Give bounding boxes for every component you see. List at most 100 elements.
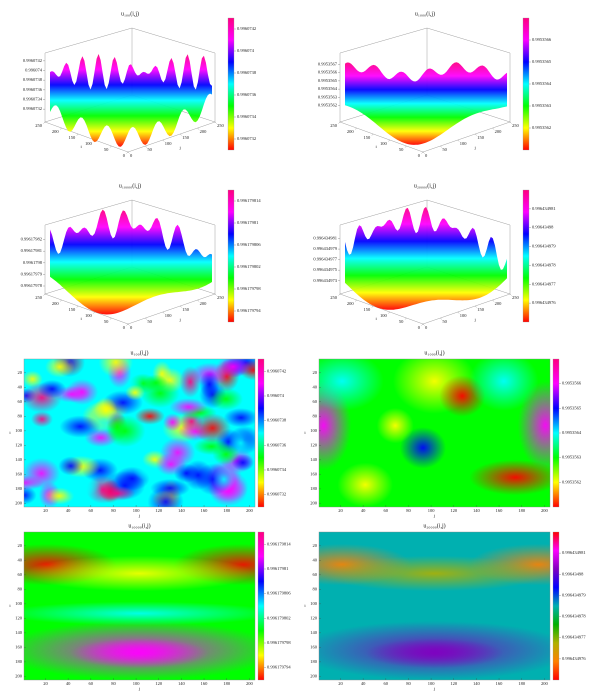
colorbar-tick-label: 0.9960738: [237, 70, 257, 75]
x-tick-label: 150: [477, 135, 485, 140]
chart-title: u₁₀₀₀₀(i,j): [119, 182, 141, 189]
x-tick-label: 80: [406, 681, 411, 686]
heat-blob: [70, 638, 209, 669]
y-tick-label: 200: [52, 301, 60, 306]
colorbar-tick-label: 0.996179814: [267, 541, 291, 546]
y-tick-label: 160: [15, 471, 23, 476]
y-tick-label: 100: [85, 141, 93, 146]
y-tick: [338, 293, 341, 296]
x-tick: [162, 311, 165, 314]
x-axis-label: j: [138, 686, 140, 691]
heat-blob: [24, 474, 44, 491]
y-axis-label: i: [81, 144, 83, 149]
x-tick-label: 0: [130, 325, 133, 330]
y-tick: [421, 323, 424, 326]
x-tick: [127, 151, 130, 154]
heat-blob: [162, 413, 183, 432]
y-tick-label: 150: [68, 307, 76, 312]
y-tick-label: 100: [85, 313, 93, 318]
colorbar-tick-label: 0.99617981: [237, 220, 258, 225]
x-tick: [440, 317, 443, 320]
y-tick-label: 200: [310, 673, 318, 678]
heat-blob: [58, 456, 84, 476]
heat-blob: [399, 427, 447, 469]
x-tick: [422, 323, 425, 326]
colorbar-tick-label: 0.996179806: [237, 242, 261, 247]
y-tick-label: 0: [418, 153, 421, 158]
x-tick-label: 20: [338, 508, 343, 513]
x-tick-label: 180: [518, 681, 526, 686]
heat-blob: [24, 555, 255, 592]
x-tick-label: 60: [89, 681, 94, 686]
x-tick-label: 180: [223, 508, 231, 513]
chart-title: u₁₀₀(i,j): [130, 349, 148, 356]
y-tick-label: 50: [104, 319, 109, 324]
x-tick-label: 150: [182, 307, 190, 312]
colorbar-tick-label: 0.9960736: [237, 92, 257, 97]
heat-blob: [183, 460, 214, 491]
y-axis-label: i: [9, 603, 11, 608]
y-tick-label: 40: [313, 384, 318, 389]
y-tick-label: 120: [15, 442, 23, 447]
colorbar-tick-label: 0.996179814: [237, 198, 261, 203]
x-tick-label: 50: [147, 147, 152, 152]
y-tick-label: 50: [399, 147, 404, 152]
colorbar-tick-label: 0.9960736: [267, 442, 287, 447]
y-tick: [388, 311, 390, 314]
heat-blob: [199, 370, 220, 399]
surface: [345, 206, 507, 310]
y-tick-label: 20: [18, 370, 23, 375]
x-tick-label: 40: [361, 681, 366, 686]
surface: [50, 209, 212, 315]
z-tick-label: 0.9953565: [318, 78, 338, 83]
colorbar-tick-label: 0.996434979: [562, 592, 586, 597]
x-axis-label: j: [474, 145, 476, 150]
y-tick: [388, 139, 390, 142]
colorbar-tick-label: 0.9953563: [532, 103, 552, 108]
x-tick-label: 100: [165, 313, 173, 318]
heat-blob: [63, 476, 102, 503]
heat-blob: [125, 384, 145, 401]
y-tick-label: 60: [313, 572, 318, 577]
z-tick-label: 0.9961798: [23, 260, 43, 265]
heat-blob: [469, 459, 550, 496]
colorbar: [522, 17, 530, 151]
y-tick-label: 0: [123, 153, 126, 158]
x-tick-label: 200: [495, 301, 503, 306]
z-tick-label: 0.996434981: [313, 236, 337, 241]
y-tick-label: 120: [310, 442, 318, 447]
colorbar-tick-label: 0.996179802: [267, 615, 291, 620]
y-tick-label: 60: [18, 399, 23, 404]
heat-blob: [469, 359, 539, 411]
chart-title: u₁₀₀₀₀(i,j): [128, 522, 150, 529]
y-tick: [43, 121, 46, 124]
y-tick-label: 140: [310, 457, 318, 462]
y-tick-label: 50: [104, 147, 109, 152]
z-tick-label: 0.99617981: [21, 248, 42, 253]
y-tick-label: 100: [380, 313, 388, 318]
colorbar-tick-label: 0.996434977: [532, 281, 556, 286]
y-tick-label: 140: [15, 630, 23, 635]
z-tick-label: 0.9960736: [23, 87, 43, 92]
plot-frame: [23, 531, 256, 681]
chart-title: u₂₀₀₀₀(i,j): [414, 182, 436, 189]
colorbar: [552, 358, 560, 508]
heat-blob: [365, 638, 504, 669]
y-tick: [43, 293, 46, 296]
y-tick: [371, 305, 374, 308]
x-tick-label: 0: [130, 153, 133, 158]
colorbar-tick-label: 0.9953562: [532, 125, 551, 130]
chart-title: u₁₀₀(i,j): [121, 10, 139, 17]
x-axis-label: j: [138, 513, 140, 518]
heat-blob: [106, 411, 128, 442]
y-tick-label: 20: [313, 370, 318, 375]
x-tick-label: 80: [406, 508, 411, 513]
heat-blob: [147, 485, 184, 507]
x-tick-label: 160: [201, 508, 209, 513]
x-tick-label: 120: [450, 681, 458, 686]
x-tick-label: 100: [165, 141, 173, 146]
y-tick: [404, 145, 407, 148]
x-tick-label: 50: [147, 319, 152, 324]
x-tick: [492, 127, 495, 130]
colorbar-tick-label: 0.996434979: [532, 244, 556, 249]
